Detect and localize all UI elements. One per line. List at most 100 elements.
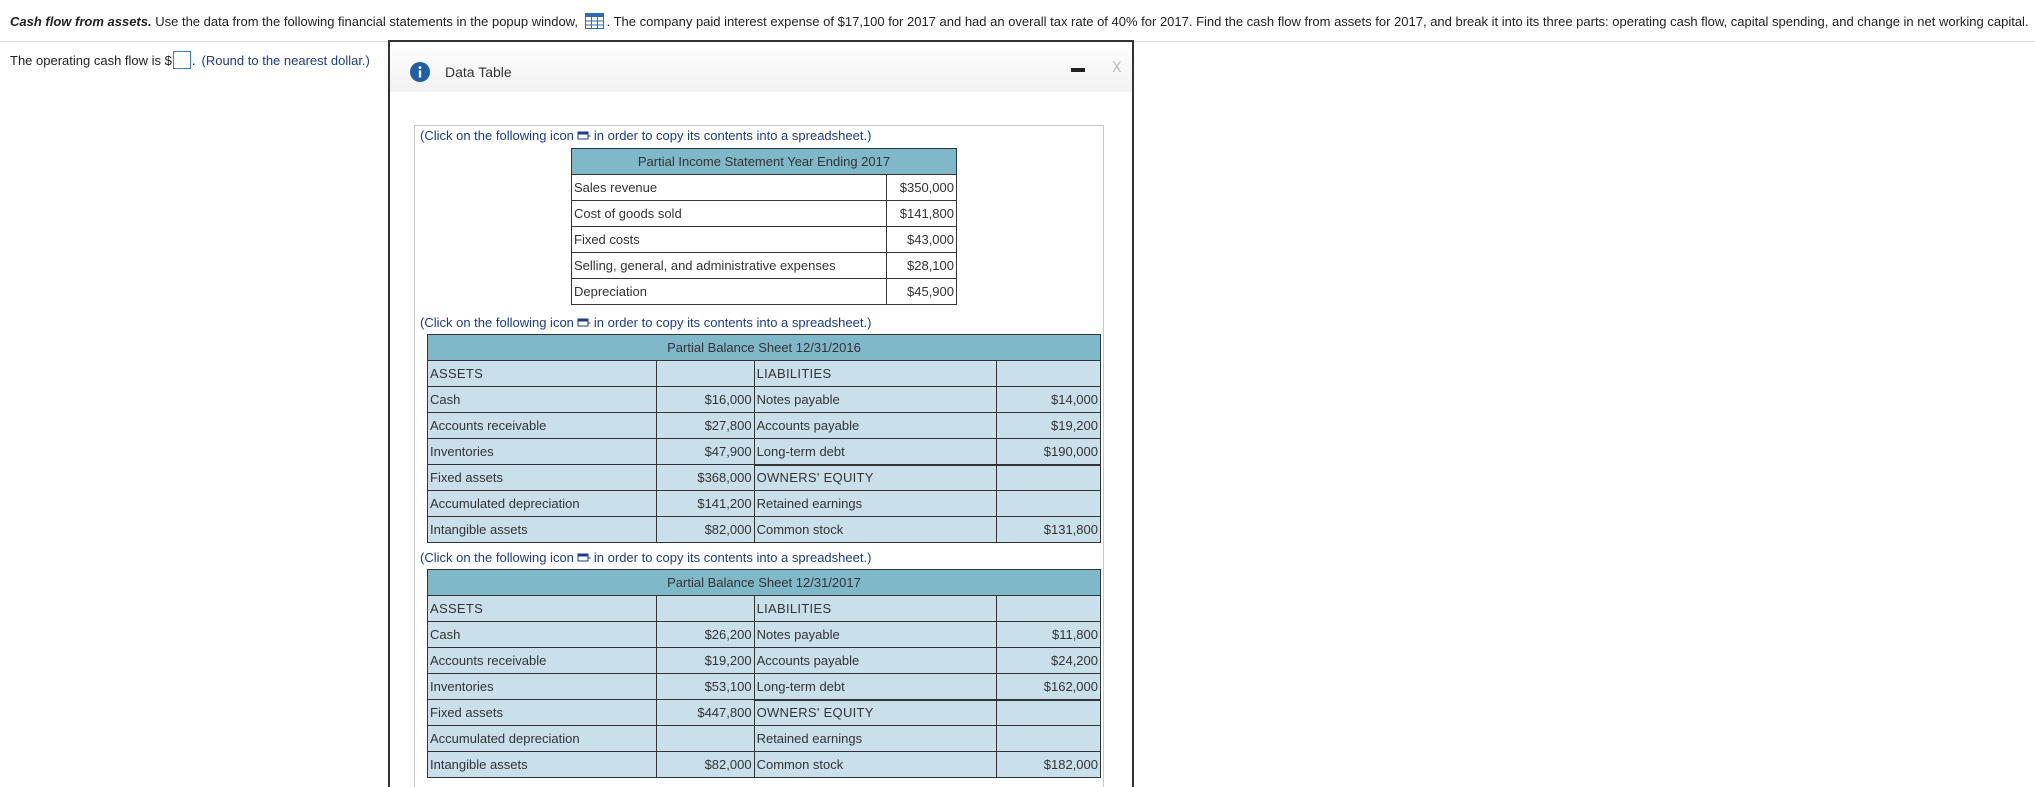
copy-note-after: in order to copy its contents into a spr… [593,550,872,565]
equity-label: Common stock [753,516,998,543]
asset-value [655,725,755,752]
income-statement-row: Fixed costs $43,000 [571,226,957,253]
liability-label: Notes payable [753,386,998,413]
popup-header[interactable]: Data Table X [390,42,1132,92]
income-statement-row: Depreciation $45,900 [571,278,957,305]
liability-label: Long-term debt [753,438,998,465]
blank-cell [996,463,1101,491]
copy-note-before: (Click on the following icon [420,128,574,143]
answer-line: The operating cash flow is $. (Round to t… [10,51,370,69]
equity-label: Retained earnings [753,490,998,517]
asset-value: $53,100 [655,673,755,700]
popup-title: Data Table [445,64,512,80]
equity-label: Common stock [753,751,998,778]
income-statement-title: Partial Income Statement Year Ending 201… [571,148,957,175]
equity-value: $182,000 [996,751,1101,778]
section-header-row: ASSETS LIABILITIES [427,595,1101,622]
section-header-row: ASSETS LIABILITIES [427,360,1101,387]
row-label: Sales revenue [571,174,887,201]
answer-suffix: . [191,53,196,68]
asset-label: Cash [427,621,657,648]
balance-row: Cash $16,000 Notes payable $14,000 [427,386,1101,413]
data-table-popup: Data Table X (Click on the following ico… [388,40,1134,787]
asset-label: Cash [427,386,657,413]
row-value: $141,800 [886,200,957,227]
asset-label: Accounts receivable [427,647,657,674]
asset-label: Fixed assets [427,699,657,726]
income-statement-table: Partial Income Statement Year Ending 201… [571,148,957,305]
liability-label: Long-term debt [753,673,998,700]
row-value: $43,000 [886,226,957,253]
data-table-content [414,125,1104,787]
liability-label: Notes payable [753,621,998,648]
row-label: Fixed costs [571,226,887,253]
asset-value: $26,200 [655,621,755,648]
asset-label: Accumulated depreciation [427,490,657,517]
balance-row: Fixed assets $368,000 OWNERS' EQUITY [427,463,1101,491]
answer-hint: (Round to the nearest dollar.) [201,53,370,68]
liability-value: $11,800 [996,621,1101,648]
row-label: Selling, general, and administrative exp… [571,252,887,279]
assets-header: ASSETS [427,595,657,622]
asset-value: $447,800 [655,699,755,726]
copy-to-spreadsheet-icon[interactable] [577,318,591,328]
balance-row: Accumulated depreciation $141,200 Retained… [427,490,1101,517]
balance-row: Inventories $53,100 Long-term debt $162,000 [427,673,1101,700]
answer-prompt: The operating cash flow is $ [10,53,172,68]
copy-note-before: (Click on the following icon [420,550,574,565]
equity-value: $131,800 [996,516,1101,543]
equity-value [996,725,1101,752]
operating-cash-flow-input[interactable] [172,51,191,69]
asset-value: $19,200 [655,647,755,674]
close-button[interactable]: X [1112,60,1122,76]
copy-note-balance-2017: (Click on the following icon in order to … [420,550,871,565]
asset-value: $141,200 [655,490,755,517]
liability-value: $24,200 [996,647,1101,674]
asset-label: Accumulated depreciation [427,725,657,752]
asset-value: $368,000 [655,464,755,491]
minimize-button[interactable] [1071,68,1085,72]
copy-note-after: in order to copy its contents into a spr… [593,128,872,143]
liability-value: $14,000 [996,386,1101,413]
row-value: $28,100 [886,252,957,279]
asset-label: Inventories [427,438,657,465]
balance-sheet-2016-title: Partial Balance Sheet 12/31/2016 [427,334,1101,361]
income-statement-row: Selling, general, and administrative exp… [571,252,957,279]
blank-cell [655,595,755,622]
copy-to-spreadsheet-icon[interactable] [577,131,591,141]
asset-value: $82,000 [655,516,755,543]
balance-row: Cash $26,200 Notes payable $11,800 [427,621,1101,648]
info-icon [410,62,430,82]
income-statement-row: Sales revenue $350,000 [571,174,957,201]
balance-row: Inventories $47,900 Long-term debt $190,000 [427,438,1101,465]
question-text: Cash flow from assets. Use the data from… [10,13,2030,29]
blank-cell [996,595,1101,622]
income-statement-row: Cost of goods sold $141,800 [571,200,957,227]
data-table-grid-icon[interactable] [584,13,604,29]
balance-row: Intangible assets $82,000 Common stock $131… [427,516,1101,543]
question-title: Cash flow from assets. [10,14,152,29]
liability-label: Accounts payable [753,647,998,674]
balance-row: Accounts receivable $19,200 Accounts payab… [427,647,1101,674]
equity-label: Retained earnings [753,725,998,752]
asset-value: $47,900 [655,438,755,465]
liability-value: $190,000 [996,438,1101,465]
owners-equity-header: OWNERS' EQUITY [753,463,998,491]
row-value: $350,000 [886,174,957,201]
copy-note-balance-2016: (Click on the following icon in order to … [420,315,871,330]
equity-value [996,490,1101,517]
copy-to-spreadsheet-icon[interactable] [577,553,591,563]
copy-note-income: (Click on the following icon in order to … [420,128,871,143]
asset-label: Intangible assets [427,516,657,543]
liabilities-header: LIABILITIES [753,595,998,622]
asset-value: $16,000 [655,386,755,413]
blank-cell [996,698,1101,726]
balance-sheet-2017-table: Partial Balance Sheet 12/31/2017 ASSETS L… [427,569,1101,778]
asset-label: Intangible assets [427,751,657,778]
asset-value: $27,800 [655,412,755,439]
asset-label: Accounts receivable [427,412,657,439]
asset-value: $82,000 [655,751,755,778]
question-text-after: . The company paid interest expense of $… [606,14,2029,29]
copy-note-after: in order to copy its contents into a spr… [593,315,872,330]
question-text-before: Use the data from the following financia… [151,14,582,29]
